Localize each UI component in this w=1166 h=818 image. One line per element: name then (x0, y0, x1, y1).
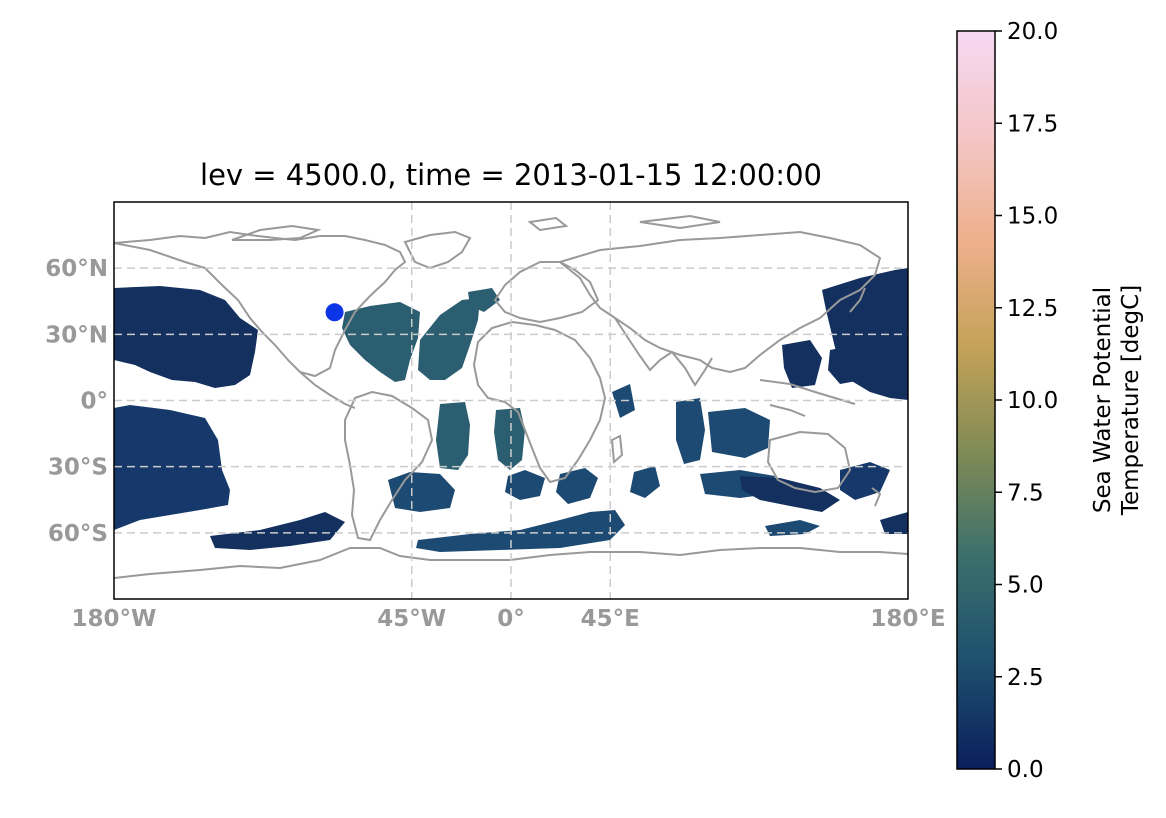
map-title: lev = 4500.0, time = 2013-01-15 12:00:00 (200, 158, 822, 192)
colorbar-tick-label: 0.0 (1007, 757, 1044, 783)
longitude-labels: 180°W 45°W 0° 45°E 180°E (72, 606, 946, 632)
latitude-tick-label: 30°N (45, 322, 108, 348)
colorbar: 0.0 2.5 5.0 7.5 10.0 12.5 15.0 17.5 20.0 Sea Wat… (956, 19, 1144, 783)
location-marker (325, 303, 344, 322)
colorbar-label-line1: Sea Water Potential (1090, 287, 1116, 513)
colorbar-tick-label: 12.5 (1007, 296, 1058, 322)
longitude-tick-label: 0° (497, 606, 525, 632)
colorbar-ticks: 0.0 2.5 5.0 7.5 10.0 12.5 15.0 17.5 20.0 (995, 19, 1058, 783)
colorbar-gradient (956, 30, 996, 770)
colorbar-tick-label: 5.0 (1007, 573, 1044, 599)
latitude-tick-label: 30°S (48, 455, 108, 481)
latitude-tick-label: 0° (80, 389, 108, 415)
colorbar-tick-label: 17.5 (1007, 111, 1058, 137)
latitude-tick-label: 60°S (48, 521, 108, 547)
longitude-tick-label: 45°W (377, 606, 446, 632)
colorbar-tick-label: 2.5 (1007, 665, 1044, 691)
map-plot (114, 202, 908, 599)
latitude-tick-label: 60°N (45, 256, 108, 282)
longitude-tick-label: 180°W (72, 606, 157, 632)
ocean-temperature-field (114, 268, 908, 552)
colorbar-tick-label: 10.0 (1007, 388, 1058, 414)
longitude-tick-label: 45°E (581, 606, 640, 632)
coastlines (114, 214, 908, 579)
colorbar-tick-label: 7.5 (1007, 480, 1044, 506)
gridlines (114, 202, 908, 599)
colorbar-label-line2: Temperature [degC] (1118, 285, 1144, 516)
longitude-tick-label: 180°E (870, 606, 945, 632)
map-frame (113, 201, 909, 600)
latitude-labels: 60°N 30°N 0° 30°S 60°S (45, 256, 108, 547)
colorbar-tick-label: 15.0 (1007, 204, 1058, 230)
colorbar-tick-label: 20.0 (1007, 19, 1058, 45)
